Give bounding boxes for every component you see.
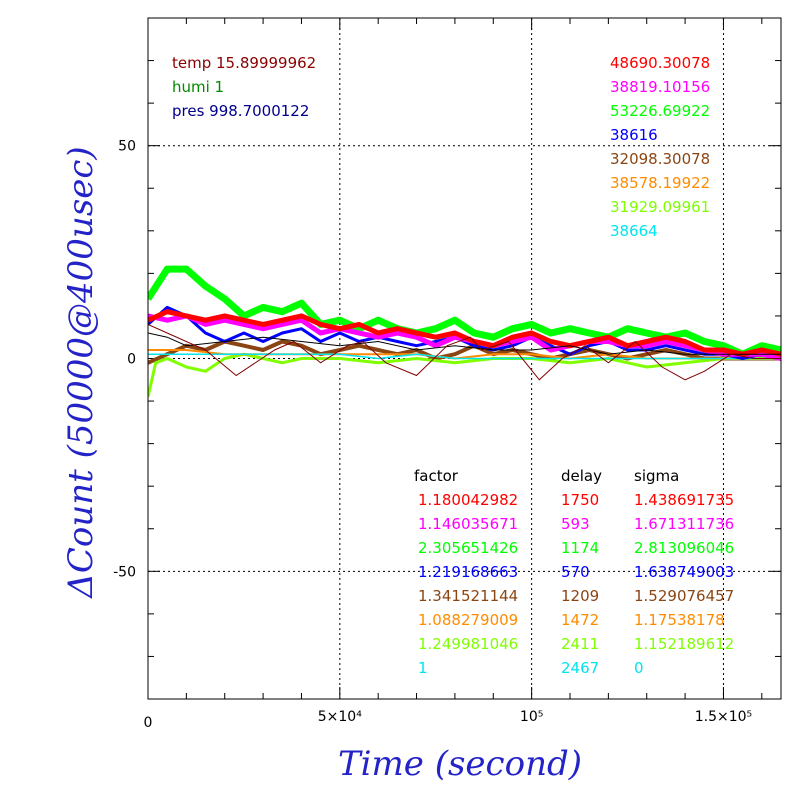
y-axis-title: ΔCount (50000@400usec) <box>61 146 101 599</box>
row-factor: 1.219168663 <box>418 563 518 581</box>
x-tick-label: 5×10⁴ <box>318 709 362 725</box>
row-delay: 1472 <box>561 611 599 629</box>
series-count: 38578.19922 <box>610 174 710 192</box>
series-count: 32098.30078 <box>610 150 710 168</box>
series-line <box>148 339 781 365</box>
env-humi: humi 1 <box>172 78 224 96</box>
series-count: 38616 <box>610 126 658 144</box>
params-table: factor delay sigma 1.180042982 1750 1.4386… <box>414 467 734 677</box>
series-count: 31929.09961 <box>610 198 710 216</box>
header-sigma: sigma <box>634 467 679 485</box>
x-tick-label: 0 <box>144 715 153 731</box>
row-delay: 1209 <box>561 587 599 605</box>
row-factor: 1.180042982 <box>418 491 518 509</box>
row-factor: 1 <box>418 659 428 677</box>
series-count: 38664 <box>610 222 658 240</box>
header-delay: delay <box>561 467 602 485</box>
series-line <box>148 265 781 358</box>
x-tick-label: 10⁵ <box>520 709 543 725</box>
row-sigma: 1.529076457 <box>634 587 734 605</box>
row-factor: 1.341521144 <box>418 587 518 605</box>
series-line <box>148 309 781 357</box>
y-tick-label: -50 <box>113 564 136 580</box>
row-sigma: 1.17538178 <box>634 611 725 629</box>
row-sigma: 1.671311736 <box>634 515 734 533</box>
axis-ticks <box>147 18 781 699</box>
pressure-curve <box>148 323 781 381</box>
env-pres: pres 998.7000122 <box>172 102 309 120</box>
row-sigma: 2.813096046 <box>634 539 734 557</box>
row-delay: 2467 <box>561 659 599 677</box>
row-factor: 1.249981046 <box>418 635 518 653</box>
row-sigma: 1.638749003 <box>634 563 734 581</box>
series-lines <box>148 265 781 398</box>
env-temp: temp 15.89999962 <box>172 54 316 72</box>
tick-labels: 0 5×10⁴ 10⁵ 1.5×10⁵ 50 0 -50 <box>113 139 752 731</box>
y-tick-label: 50 <box>118 139 136 155</box>
row-delay: 2411 <box>561 635 599 653</box>
series-count: 38819.10156 <box>610 78 710 96</box>
row-factor: 1.088279009 <box>418 611 518 629</box>
row-delay: 1174 <box>561 539 599 557</box>
row-factor: 2.305651426 <box>418 539 518 557</box>
row-delay: 570 <box>561 563 590 581</box>
x-tick-label: 1.5×10⁵ <box>695 709 752 725</box>
reference-curve <box>148 332 781 355</box>
plot-frame <box>147 17 782 700</box>
series-count: 48690.30078 <box>610 54 710 72</box>
header-factor: factor <box>414 467 459 485</box>
x-axis-title: Time (second) <box>338 744 582 784</box>
row-factor: 1.146035671 <box>418 515 518 533</box>
row-sigma: 0 <box>634 659 644 677</box>
row-sigma: 1.438691735 <box>634 491 734 509</box>
y-tick-label: 0 <box>127 352 136 368</box>
row-delay: 1750 <box>561 491 599 509</box>
env-legend: temp 15.89999962 humi 1 pres 998.7000122 <box>172 54 316 120</box>
series-count: 53226.69922 <box>610 102 710 120</box>
series-line <box>148 352 781 398</box>
series-counts: 48690.30078 38819.10156 53226.69922 38616 32… <box>610 54 710 240</box>
row-delay: 593 <box>561 515 590 533</box>
series-line <box>148 353 781 360</box>
row-sigma: 1.152189612 <box>634 635 734 653</box>
